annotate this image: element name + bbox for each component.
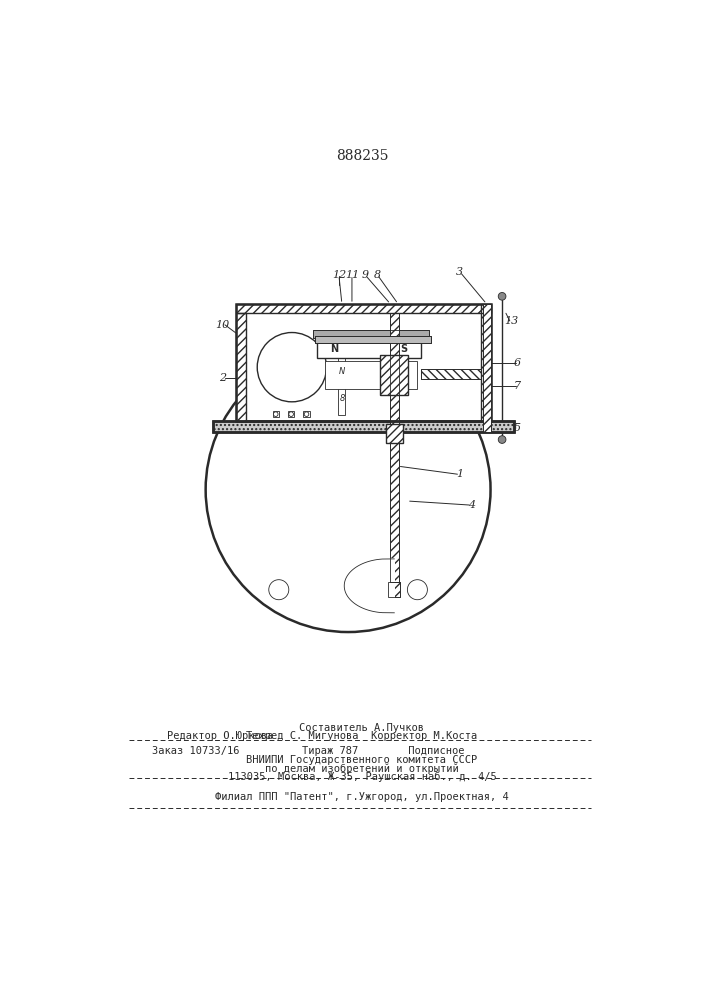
Circle shape	[498, 292, 506, 300]
Bar	[390, 313, 399, 582]
Bar	[388, 582, 400, 597]
Text: Составитель А.Пучков: Составитель А.Пучков	[300, 723, 424, 733]
Bar	[339, 348, 346, 415]
Text: 4: 4	[468, 500, 475, 510]
Text: 3: 3	[456, 267, 463, 277]
Text: 6: 6	[514, 358, 521, 368]
Text: 8: 8	[339, 394, 344, 403]
Bar	[236, 304, 491, 421]
Text: Филиал ППП "Патент", г.Ужгород, ул.Проектная, 4: Филиал ППП "Патент", г.Ужгород, ул.Проек…	[215, 792, 509, 802]
Text: 9: 9	[361, 270, 368, 280]
Bar	[481, 304, 491, 421]
Circle shape	[274, 412, 278, 416]
Bar	[315, 336, 431, 343]
Text: 7: 7	[514, 381, 521, 391]
Bar	[303, 411, 310, 417]
Circle shape	[304, 412, 309, 416]
Bar	[236, 304, 491, 313]
Bar	[386, 424, 403, 443]
Text: 11: 11	[345, 270, 359, 280]
Bar	[315, 336, 431, 343]
Bar	[388, 582, 400, 597]
Bar	[483, 304, 491, 432]
Bar	[246, 313, 481, 421]
Circle shape	[269, 580, 288, 600]
Bar	[421, 369, 481, 379]
Circle shape	[206, 347, 491, 632]
Bar	[236, 313, 246, 421]
Text: N: N	[339, 367, 345, 376]
Polygon shape	[344, 559, 395, 613]
Text: 888235: 888235	[336, 149, 388, 163]
Text: по делам изобретений и открытий: по делам изобретений и открытий	[265, 763, 459, 774]
Bar	[421, 369, 481, 379]
Text: S: S	[401, 344, 408, 354]
Bar	[317, 341, 421, 358]
Bar	[313, 330, 429, 338]
Bar	[214, 421, 514, 432]
Text: ВНИИПИ Государственного комитета СССР: ВНИИПИ Государственного комитета СССР	[246, 755, 477, 765]
Text: Техред С. Мигунова  Корректор М.Коста: Техред С. Мигунова Корректор М.Коста	[246, 731, 477, 741]
Circle shape	[498, 436, 506, 443]
Bar	[483, 304, 491, 432]
Bar	[325, 361, 417, 389]
Bar	[481, 304, 491, 421]
Text: 2: 2	[219, 373, 226, 383]
Text: Заказ 10733/16          Тираж 787        Подписное: Заказ 10733/16 Тираж 787 Подписное	[152, 746, 464, 756]
Bar	[273, 411, 279, 417]
Text: 113035, Москва, Ж-35, Раушская наб., д. 4/5: 113035, Москва, Ж-35, Раушская наб., д. …	[228, 772, 496, 782]
Bar	[386, 424, 403, 443]
Text: 10: 10	[216, 320, 230, 330]
Text: N: N	[330, 344, 338, 354]
Bar	[313, 330, 429, 338]
Text: 13: 13	[504, 316, 518, 326]
Bar	[236, 313, 246, 421]
Text: 5: 5	[514, 423, 521, 433]
Bar	[390, 313, 399, 582]
Bar	[380, 355, 408, 395]
Bar	[236, 304, 491, 313]
Text: 8: 8	[374, 270, 381, 280]
Bar	[214, 421, 514, 432]
Circle shape	[407, 580, 428, 600]
Bar	[380, 355, 408, 395]
Circle shape	[288, 412, 293, 416]
Text: 12: 12	[332, 270, 346, 280]
Bar	[288, 411, 294, 417]
Text: 1: 1	[456, 469, 463, 479]
Circle shape	[257, 333, 327, 402]
Text: Редактор О.Юркова: Редактор О.Юркова	[167, 731, 274, 741]
